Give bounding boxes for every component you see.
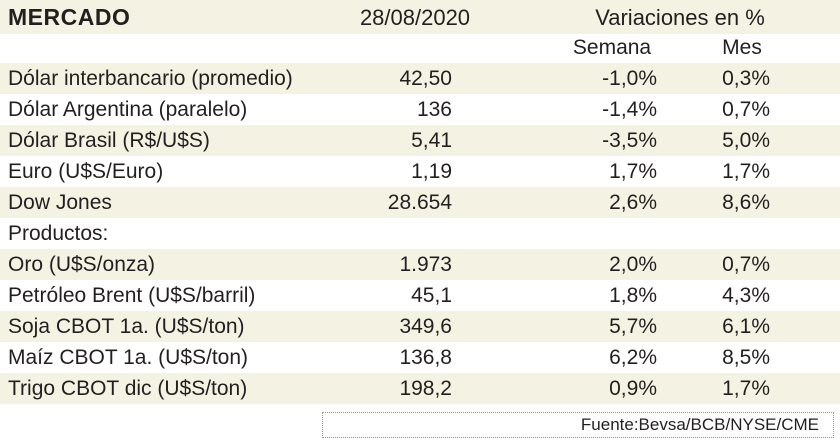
row-week: 2,6% <box>609 191 657 214</box>
row-month: 0,7% <box>722 98 770 121</box>
row-band <box>0 373 840 404</box>
header-band <box>0 0 840 34</box>
row-week: 1,8% <box>609 284 657 307</box>
row-label: Dow Jones <box>8 191 112 214</box>
row-week: 0,9% <box>609 377 657 400</box>
row-value: 349,6 <box>399 315 452 338</box>
row-month: 5,0% <box>722 129 770 152</box>
row-band <box>0 63 840 94</box>
row-value: 5,41 <box>411 129 452 152</box>
row-band <box>0 249 840 280</box>
date: 28/08/2020 <box>359 5 471 30</box>
row-week: 1,7% <box>609 160 657 183</box>
row-month: 8,5% <box>722 346 770 369</box>
row-week: -1,4% <box>602 98 657 121</box>
row-label: Dólar Argentina (paralelo) <box>8 98 248 121</box>
row-value: 136 <box>416 98 452 121</box>
variations-heading: Variaciones en % <box>595 5 765 30</box>
row-value: 1.973 <box>399 253 452 276</box>
title: MERCADO <box>8 4 131 30</box>
row-month: 8,6% <box>722 191 770 214</box>
row-value: 136,8 <box>399 346 452 369</box>
row-week: -3,5% <box>602 129 657 152</box>
row-label: Productos: <box>8 222 109 245</box>
source-box: Fuente:Bevsa/BCB/NYSE/CME <box>322 412 834 438</box>
row-band <box>0 125 840 156</box>
row-label: Oro (U$S/onza) <box>8 253 156 276</box>
month-heading: Mes <box>722 36 762 59</box>
row-label: Euro (U$S/Euro) <box>8 160 164 183</box>
row-value: 42,50 <box>399 67 452 90</box>
row-band <box>0 187 840 218</box>
row-month: 0,3% <box>722 67 770 90</box>
row-week: 2,0% <box>609 253 657 276</box>
row-value: 1,19 <box>411 160 452 183</box>
row-week: -1,0% <box>602 67 657 90</box>
row-label: Dólar Brasil (R$/U$S) <box>8 129 210 152</box>
row-value: 28.654 <box>387 191 452 214</box>
row-label: Trigo CBOT dic (U$S/ton) <box>8 377 248 400</box>
row-week: 5,7% <box>609 315 657 338</box>
row-month: 1,7% <box>722 377 770 400</box>
row-label: Maíz CBOT 1a. (U$S/ton) <box>8 346 249 369</box>
row-label: Dólar interbancario (promedio) <box>8 67 293 90</box>
row-month: 1,7% <box>722 160 770 183</box>
row-band <box>0 311 840 342</box>
row-value: 45,1 <box>411 284 452 307</box>
row-value: 198,2 <box>399 377 452 400</box>
row-label: Soja CBOT 1a. (U$S/ton) <box>8 315 245 338</box>
row-label: Petróleo Brent (U$S/barril) <box>8 284 256 307</box>
row-month: 6,1% <box>722 315 770 338</box>
row-week: 6,2% <box>609 346 657 369</box>
source: Fuente:Bevsa/BCB/NYSE/CME <box>580 415 819 434</box>
row-month: 4,3% <box>722 284 770 307</box>
row-month: 0,7% <box>722 253 770 276</box>
week-heading: Semana <box>572 36 652 59</box>
